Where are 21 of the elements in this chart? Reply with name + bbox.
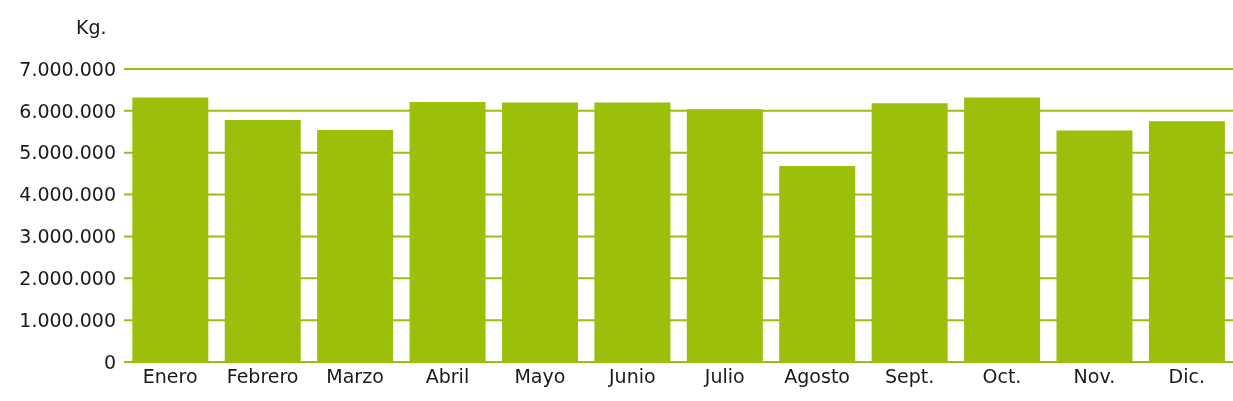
x-tick-label: Junio — [607, 365, 656, 388]
y-tick-label: 4.000.000 — [19, 183, 116, 206]
y-tick-label: 2.000.000 — [19, 267, 116, 290]
x-tick-label: Julio — [703, 365, 745, 388]
y-tick-label: 6.000.000 — [19, 99, 116, 122]
x-tick-label: Marzo — [326, 365, 384, 388]
x-tick-label: Nov. — [1073, 365, 1116, 388]
y-tick-label: 3.000.000 — [19, 225, 116, 248]
x-tick-label: Enero — [142, 365, 198, 388]
x-tick-label: Mayo — [514, 365, 566, 388]
x-tick-label: Febrero — [226, 365, 299, 388]
x-tick-label: Sept. — [884, 365, 935, 388]
y-tick-label: 7.000.000 — [19, 57, 116, 80]
y-tick-label: 0 — [103, 350, 116, 373]
x-tick-label: Agosto — [784, 365, 850, 388]
x-tick-label: Dic. — [1168, 365, 1205, 388]
x-tick-label: Oct. — [982, 365, 1022, 388]
y-axis-title: Kg. — [76, 16, 107, 38]
y-tick-label: 1.000.000 — [19, 308, 116, 331]
x-tick-label: Abril — [425, 365, 470, 388]
y-tick-label: 5.000.000 — [19, 141, 116, 164]
